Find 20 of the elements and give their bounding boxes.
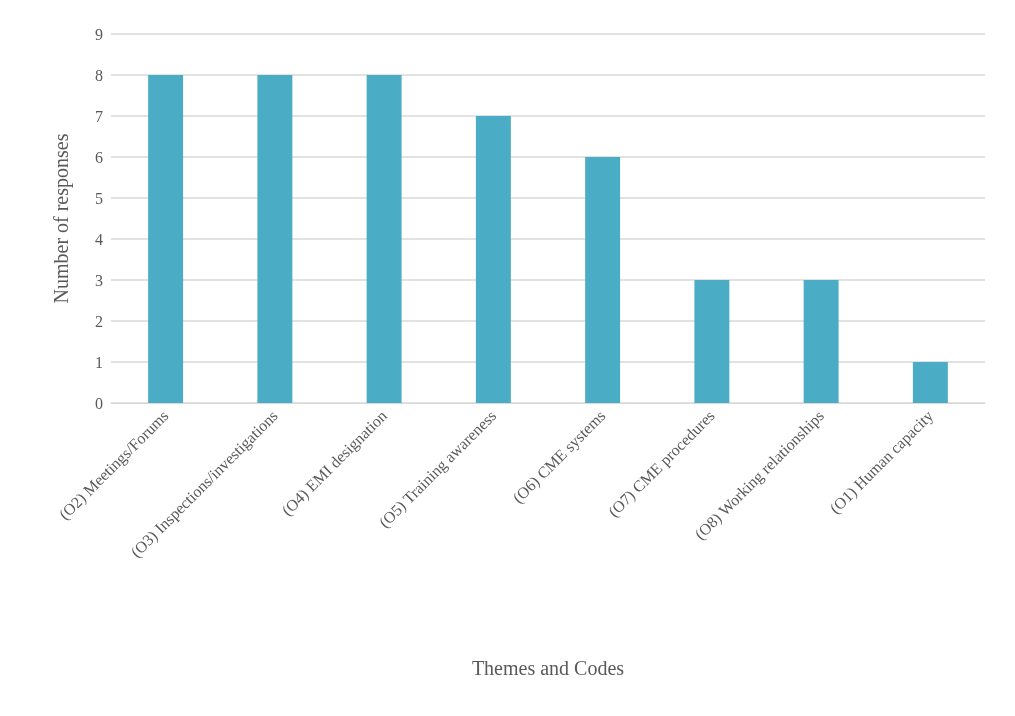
y-tick-label: 8 [95, 66, 103, 84]
y-tick-label: 7 [95, 107, 103, 125]
bar [585, 157, 621, 403]
y-tick-label: 1 [95, 353, 103, 371]
bar [803, 280, 839, 403]
y-tick-label: 5 [95, 189, 103, 207]
bar [912, 362, 948, 403]
bar [257, 75, 293, 403]
y-tick-label: 2 [95, 312, 103, 330]
y-tick-label: 6 [95, 148, 103, 166]
bar [694, 280, 730, 403]
bar [366, 75, 402, 403]
y-tick-label: 9 [95, 25, 103, 43]
bar [148, 75, 184, 403]
y-tick-label: 4 [95, 230, 103, 248]
y-axis-title: Number of responses [50, 133, 73, 304]
x-axis-title: Themes and Codes [471, 657, 625, 679]
y-tick-label: 3 [95, 271, 103, 289]
bar [475, 116, 511, 403]
y-tick-label: 0 [95, 394, 103, 412]
